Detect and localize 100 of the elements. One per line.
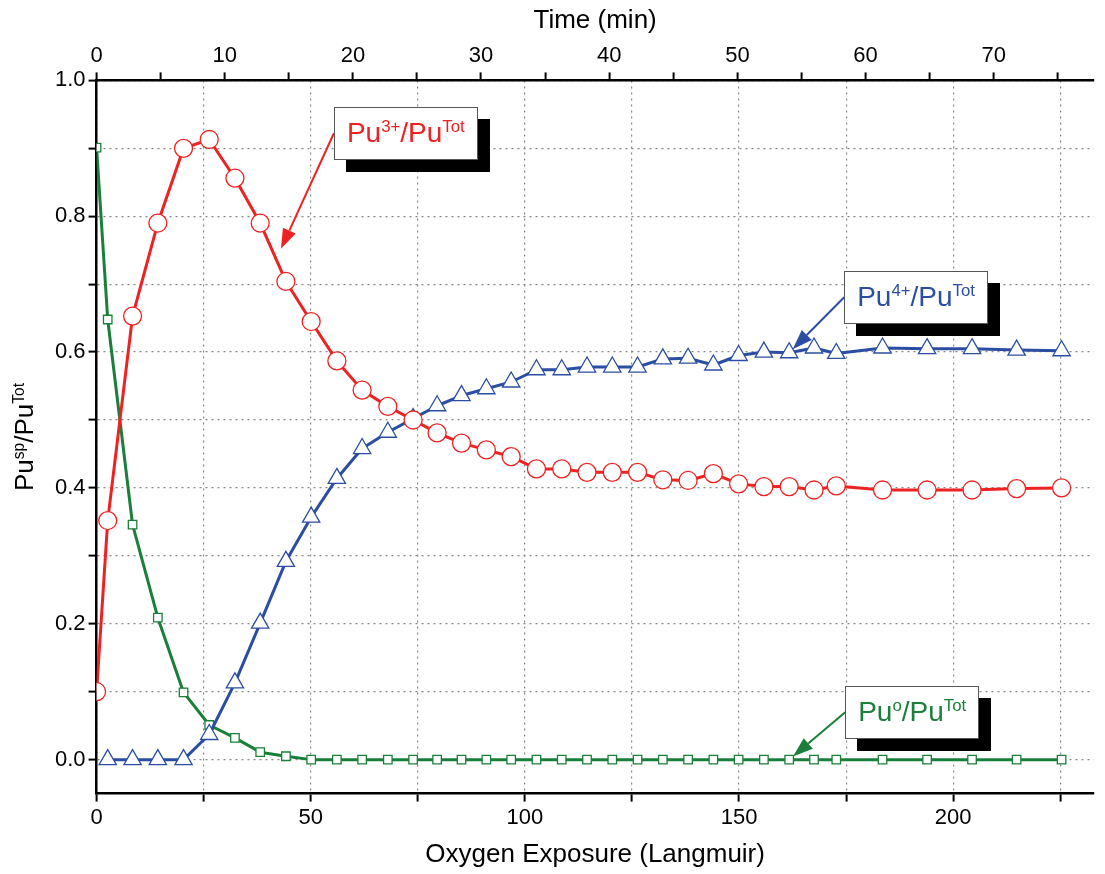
point: [122, 306, 143, 326]
point: [230, 733, 240, 743]
point: [653, 348, 673, 365]
point: [276, 271, 296, 292]
x2-tick-label: 70: [981, 42, 1006, 68]
x2-axis-title: Time (min): [533, 4, 657, 34]
annotation: Pu$^{o}$/Pu$^{Tot}$: [845, 685, 980, 739]
x-axis-title: Oxygen Exposure (Langmuir): [425, 838, 765, 868]
x-tick-label: 100: [506, 803, 544, 829]
point: [281, 751, 291, 762]
point: [408, 754, 418, 765]
x2-tick-label: 60: [853, 42, 878, 68]
point: [754, 341, 774, 358]
x2-tick-label: 0: [90, 42, 103, 68]
point: [456, 754, 467, 765]
x2-tick-label: 30: [468, 42, 494, 68]
point: [531, 754, 542, 765]
point: [784, 754, 795, 765]
y-tick-label: 0.2: [54, 609, 86, 635]
point: [826, 342, 846, 360]
point: [403, 410, 423, 430]
point: [779, 342, 799, 359]
point: [733, 754, 744, 765]
point: [1051, 478, 1072, 498]
annotation: Pu$^{3+}$/Pu$^{Tot}$: [333, 106, 478, 160]
point: [382, 754, 393, 765]
point: [352, 437, 372, 455]
point: [967, 754, 977, 765]
point: [477, 378, 496, 395]
point: [1011, 754, 1022, 765]
annotation: Pu$^{4+}$/Pu$^{Tot}$: [844, 270, 988, 324]
point: [506, 754, 517, 765]
point: [1056, 754, 1067, 765]
point: [804, 337, 824, 354]
point: [602, 462, 622, 482]
point: [628, 356, 647, 373]
x2-tick-label: 10: [212, 42, 237, 68]
point: [301, 311, 321, 332]
point: [754, 476, 774, 497]
point: [327, 351, 347, 371]
point: [552, 359, 572, 376]
point: [602, 356, 622, 373]
point: [683, 754, 693, 765]
point: [627, 462, 648, 482]
point: [527, 359, 546, 376]
point: [877, 754, 888, 765]
point: [779, 476, 799, 497]
point: [331, 754, 342, 765]
x-tick-label: 150: [720, 803, 758, 829]
point: [98, 510, 118, 531]
point: [1052, 340, 1071, 357]
y-tick-label: 1.0: [54, 66, 86, 92]
y-tick-label: 0.0: [54, 745, 86, 771]
point: [352, 380, 372, 400]
point: [729, 344, 748, 362]
point: [873, 337, 892, 354]
point: [728, 474, 749, 494]
point: [476, 440, 496, 460]
y-tick-label: 0.8: [54, 202, 86, 228]
point: [826, 476, 846, 496]
point: [704, 354, 723, 371]
point: [556, 754, 567, 765]
point: [481, 754, 492, 765]
point: [872, 480, 893, 500]
point: [427, 395, 447, 412]
x-tick-label: 50: [298, 803, 323, 829]
x2-tick-label: 50: [725, 42, 750, 68]
point: [306, 754, 317, 765]
point: [582, 754, 592, 765]
point: [962, 338, 982, 355]
point: [427, 423, 447, 443]
point: [552, 459, 572, 479]
point: [378, 396, 398, 417]
point: [809, 754, 819, 765]
point: [102, 314, 113, 325]
point: [225, 168, 245, 188]
point: [526, 459, 547, 479]
point: [831, 754, 842, 765]
point: [577, 356, 597, 373]
point: [127, 519, 138, 530]
point: [804, 480, 824, 500]
point: [657, 754, 668, 765]
point: [357, 754, 368, 765]
point: [152, 612, 163, 623]
x2-tick-label: 40: [597, 42, 622, 68]
point: [432, 754, 442, 765]
point: [917, 338, 937, 355]
point: [501, 371, 521, 388]
y-tick-label: 0.6: [54, 338, 86, 364]
point: [452, 384, 471, 402]
point: [607, 754, 618, 765]
point: [255, 747, 266, 758]
y-tick-label: 0.4: [54, 474, 86, 500]
point: [451, 433, 472, 453]
point: [678, 470, 698, 491]
point: [148, 213, 168, 233]
point: [917, 480, 937, 500]
point: [1006, 478, 1027, 499]
point: [173, 138, 194, 158]
point: [922, 754, 932, 765]
